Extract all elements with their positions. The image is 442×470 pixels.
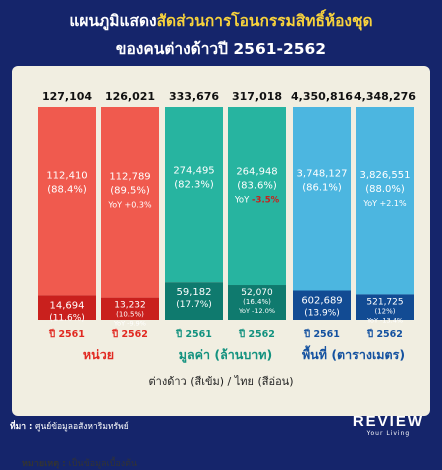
bar-total-label: 4,350,816 <box>291 90 353 103</box>
foreign-pct-label: (17.7%) <box>176 300 212 310</box>
foreign-pct-label: (11.6%) <box>49 313 85 323</box>
foreign-value-label: 59,182 <box>177 287 212 298</box>
bar-foreign-segment <box>228 285 286 320</box>
foreign-yoy-label: YoY -13.4% <box>366 316 403 324</box>
thai-value-label: 112,410 <box>46 171 87 182</box>
bar-total-label: 317,018 <box>232 90 282 103</box>
bar-foreign-segment <box>293 290 351 320</box>
foreign-value-label: 52,070 <box>241 288 273 298</box>
foreign-yoy-label: YoY -9.9% <box>113 320 146 328</box>
yoy-prefix: YoY <box>234 196 252 206</box>
foreign-pct-label: (12%) <box>374 307 395 315</box>
thai-yoy-label: YoY -3.5% <box>234 196 280 206</box>
source-text: ศูนย์ข้อมูลอสังหาริมทรัพย์ <box>32 422 129 432</box>
bar-chart: 127,104 112,410 (88.4%) 14,694 (11.6%) ปี 256… <box>38 90 416 388</box>
title-part-highlight: สัดส่วนการโอนกรรมสิทธิ์ห้องชุด <box>156 12 373 30</box>
yoy-value: -3.5% <box>252 196 280 206</box>
chart-title-line1: แผนภูมิแสดงสัดส่วนการโอนกรรมสิทธิ์ห้องชุ… <box>0 8 442 33</box>
thai-pct-label: (83.6%) <box>237 181 277 192</box>
thai-yoy-label: YoY +2.1% <box>362 199 407 208</box>
bar-total-label: 127,104 <box>42 90 92 103</box>
review-logo: REVIEW Your Living <box>353 414 424 438</box>
bar-year-label: ปี 2561 <box>48 328 85 340</box>
foreign-pct-label: (16.4%) <box>243 298 271 306</box>
bar-year-label: ปี 2561 <box>303 328 340 340</box>
bar-year-label: ปี 2561 <box>175 328 212 340</box>
group-label: มูลค่า (ล้านบาท) <box>179 347 272 363</box>
bar-thai-segment <box>101 107 159 298</box>
title-part-a: แผนภูมิแสดง <box>69 12 157 30</box>
thai-pct-label: (89.5%) <box>110 185 150 196</box>
thai-value-label: 3,826,551 <box>360 170 411 181</box>
thai-pct-label: (88.4%) <box>47 185 87 196</box>
bar-thai-segment <box>165 107 223 283</box>
footnote: หมายเหตุ : เป็นข้อมูลเบื้องต้น <box>22 456 137 470</box>
bar-total-label: 4,348,276 <box>354 90 416 103</box>
foreign-value-label: 521,725 <box>366 297 403 307</box>
chart-title-line2: ของคนต่างด้าวปี 2561-2562 <box>115 40 327 58</box>
foreign-value-label: 14,694 <box>50 300 85 311</box>
logo-main: REVIEW <box>352 413 424 430</box>
chart-card: 127,104 112,410 (88.4%) 14,694 (11.6%) ปี 256… <box>12 66 430 469</box>
bar-thai-segment <box>38 107 96 296</box>
thai-value-label: 274,495 <box>173 166 214 177</box>
thai-pct-label: (88.0%) <box>365 184 405 195</box>
foreign-pct-label: (10.5%) <box>116 311 144 319</box>
foreign-yoy-label: YoY -12.0% <box>238 307 275 315</box>
legend: ต่างด้าว (สีเข้ม) / ไทย (สีอ่อน) <box>149 375 294 388</box>
thai-value-label: 3,748,127 <box>297 169 348 180</box>
bar-thai-segment <box>356 107 414 295</box>
bar-foreign-segment <box>101 297 159 320</box>
thai-value-label: 112,789 <box>109 171 150 182</box>
foreign-pct-label: (13.9%) <box>304 308 340 318</box>
thai-yoy-label: YoY +0.3% <box>107 200 152 209</box>
bar-thai-segment <box>228 107 286 286</box>
bar-year-label: ปี 2562 <box>366 328 403 340</box>
bar-year-label: ปี 2562 <box>111 328 148 340</box>
bar-foreign-segment <box>38 295 96 320</box>
footnote-text: เป็นข้อมูลเบื้องต้น <box>65 459 138 469</box>
logo-sub: Your Living <box>366 430 411 437</box>
source: ที่มา : ศูนย์ข้อมูลอสังหาริมทรัพย์ <box>10 419 129 433</box>
footnote-label: หมายเหตุ : <box>22 459 66 469</box>
foreign-value-label: 602,689 <box>301 295 342 306</box>
group-label: พื้นที่ (ตารางเมตร) <box>302 345 405 362</box>
group-label: หน่วย <box>83 347 114 362</box>
bar-total-label: 126,021 <box>105 90 155 103</box>
thai-pct-label: (82.3%) <box>174 180 214 191</box>
bar-year-label: ปี 2562 <box>238 328 275 340</box>
bar-thai-segment <box>293 107 351 291</box>
bar-foreign-segment <box>165 282 223 320</box>
bar-total-label: 333,676 <box>169 90 219 103</box>
foreign-value-label: 13,232 <box>114 301 146 311</box>
thai-value-label: 264,948 <box>236 167 277 178</box>
source-label: ที่มา : <box>10 422 33 432</box>
bar-foreign-segment <box>356 294 414 320</box>
thai-pct-label: (86.1%) <box>302 183 342 194</box>
